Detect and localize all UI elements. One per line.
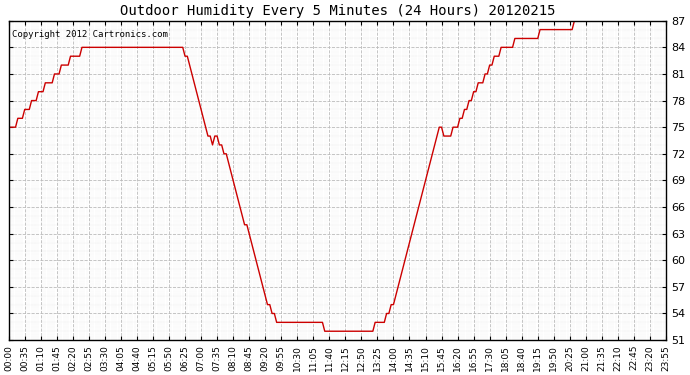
Title: Outdoor Humidity Every 5 Minutes (24 Hours) 20120215: Outdoor Humidity Every 5 Minutes (24 Hou… bbox=[119, 4, 555, 18]
Text: Copyright 2012 Cartronics.com: Copyright 2012 Cartronics.com bbox=[12, 30, 168, 39]
